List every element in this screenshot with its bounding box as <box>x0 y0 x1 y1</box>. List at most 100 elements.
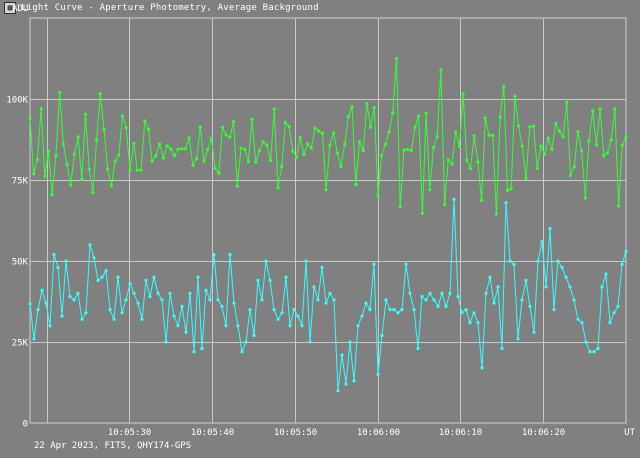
series-1-point <box>402 148 406 152</box>
series-1-point <box>531 124 536 128</box>
series-1-point <box>161 156 165 160</box>
series-1-point <box>202 159 206 163</box>
series-2-point <box>424 298 428 302</box>
series-2-point <box>292 308 296 312</box>
series-1-point <box>280 164 284 168</box>
series-2-point <box>352 379 356 383</box>
series-1-point <box>554 121 558 125</box>
series-1-point <box>224 133 228 137</box>
y-axis-label: ADU <box>12 4 28 14</box>
y-tick-label: 25K <box>12 339 29 349</box>
series-1-point <box>269 159 273 163</box>
series-2-point <box>112 317 116 321</box>
series-2-point <box>192 350 196 354</box>
series-1-point <box>620 143 624 147</box>
series-2-point <box>504 201 508 205</box>
series-2-point <box>76 291 80 295</box>
series-1-point <box>220 125 225 129</box>
series-2-point <box>388 308 392 312</box>
series-2-point <box>620 262 624 266</box>
series-2-point <box>280 311 284 315</box>
series-2-point <box>580 321 584 325</box>
series-2-point <box>344 382 348 386</box>
window-titlebar: ▦ Light Curve - Aperture Photometry, Ave… <box>0 0 640 16</box>
series-1-point <box>398 205 402 209</box>
series-1-point <box>372 106 376 110</box>
series-1-point <box>350 105 354 109</box>
series-1-point <box>313 126 317 130</box>
series-2-point <box>444 304 448 308</box>
series-1-point <box>43 174 47 178</box>
series-1-point <box>35 158 40 162</box>
series-2-point <box>88 243 92 247</box>
series-2-point <box>516 337 520 341</box>
series-2-point <box>340 353 344 357</box>
series-2-point <box>540 240 544 244</box>
series-1-point <box>250 117 254 121</box>
series-2-point <box>440 291 444 295</box>
series-2-point <box>324 301 328 305</box>
series-1-point <box>320 131 324 135</box>
series-1-point <box>546 136 550 140</box>
series-2-point <box>612 311 616 315</box>
series-1-point <box>265 143 269 147</box>
series-1-point <box>535 166 539 170</box>
series-2-point <box>468 321 472 325</box>
series-2-point <box>140 317 144 321</box>
series-1-point <box>480 198 484 202</box>
series-1-point <box>80 177 84 181</box>
series-1-point <box>65 162 69 166</box>
series-1-point <box>550 147 554 151</box>
series-2-point <box>400 308 404 312</box>
series-1-point <box>261 140 265 144</box>
series-1-point <box>69 183 73 187</box>
series-1-point <box>513 94 517 98</box>
x-tick-label: 10:06:10 <box>439 428 482 438</box>
series-2-point <box>320 265 324 270</box>
series-1-point <box>83 112 88 116</box>
series-1-point <box>520 144 524 148</box>
graph-icon[interactable]: ▦ <box>4 2 16 14</box>
series-2-point <box>60 314 64 318</box>
series-2-point <box>608 321 612 325</box>
series-2-point <box>384 298 388 302</box>
series-2-point <box>604 272 608 276</box>
series-1-point <box>472 134 476 138</box>
series-1-point <box>146 127 151 131</box>
series-1-point <box>576 130 580 134</box>
series-2-point <box>252 333 256 338</box>
series-2-point <box>380 333 384 338</box>
series-2-point <box>472 311 476 315</box>
x-tick-label: 10:05:30 <box>108 428 151 438</box>
series-2-point <box>596 346 600 351</box>
series-2-point <box>532 330 536 334</box>
y-tick-label: 100K <box>6 96 28 106</box>
series-2-point <box>208 298 212 302</box>
series-1-point <box>183 147 188 151</box>
series-2-point <box>564 275 568 279</box>
series-1-point <box>254 160 258 164</box>
series-1-point <box>180 147 184 151</box>
series-1-point <box>357 140 362 144</box>
series-1-point <box>139 168 143 172</box>
series-2-point <box>456 295 460 299</box>
series-1-point <box>39 107 43 111</box>
series-1-point <box>102 127 106 132</box>
series-1-point <box>461 92 465 96</box>
series-1-point <box>365 101 369 106</box>
series-2-point <box>72 298 76 302</box>
series-2-point <box>28 302 32 306</box>
series-2-point <box>276 317 280 321</box>
series-1-point <box>491 133 495 137</box>
series-2-point <box>476 321 480 325</box>
series-1-point <box>187 136 191 140</box>
series-2-point <box>536 259 540 263</box>
series-1-point <box>332 131 336 135</box>
series-1-point <box>394 56 399 61</box>
series-1-point <box>424 111 428 115</box>
series-1-point <box>387 130 391 134</box>
series-2-point <box>304 259 308 263</box>
series-1-point <box>291 149 295 153</box>
series-2-point <box>220 304 224 308</box>
